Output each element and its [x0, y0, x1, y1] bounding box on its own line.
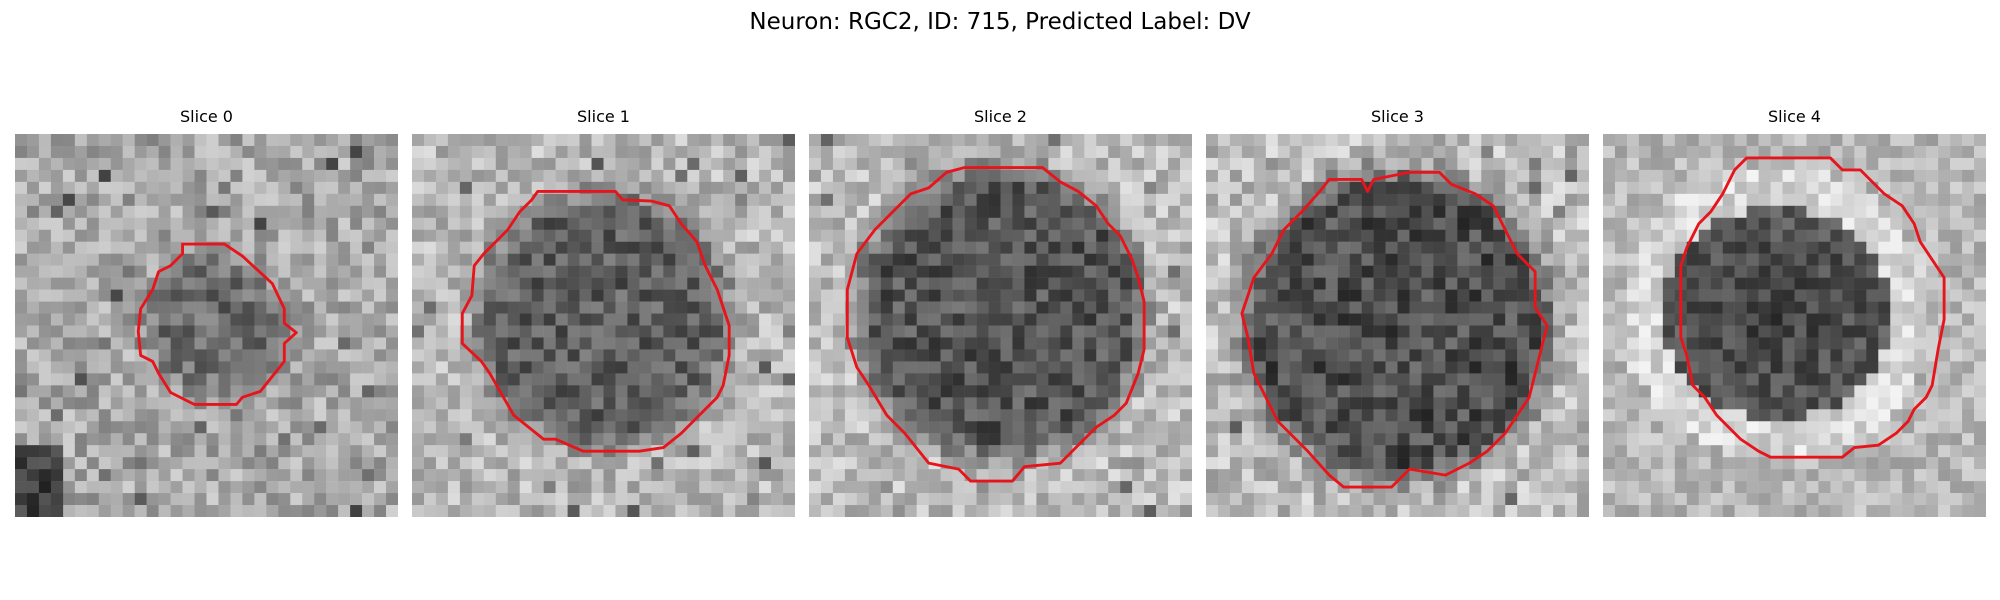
- slice-title-1: Slice 1: [577, 107, 630, 126]
- pixel-grid: [412, 134, 795, 517]
- slice-panel-0: Slice 0: [15, 107, 398, 517]
- segmentation-contour: [1679, 156, 1946, 459]
- segmentation-contour: [136, 242, 298, 406]
- pixel-grid: [1603, 134, 1986, 517]
- segmentation-contour: [845, 166, 1146, 483]
- slice-title-3: Slice 3: [1371, 107, 1424, 126]
- slice-image-1: [412, 134, 795, 517]
- figure-title: Neuron: RGC2, ID: 715, Predicted Label: …: [749, 9, 1251, 35]
- slice-title-2: Slice 2: [974, 107, 1027, 126]
- segmentation-contour: [460, 190, 731, 453]
- segmentation-contour: [1240, 170, 1549, 489]
- slice-image-0: [15, 134, 398, 517]
- pixel-grid: [1206, 134, 1589, 517]
- slice-panel-2: Slice 2: [809, 107, 1192, 517]
- slice-title-0: Slice 0: [180, 107, 233, 126]
- slice-image-4: [1603, 134, 1986, 517]
- slice-panel-3: Slice 3: [1206, 107, 1589, 517]
- slice-title-4: Slice 4: [1768, 107, 1821, 126]
- slice-image-3: [1206, 134, 1589, 517]
- slice-image-2: [809, 134, 1192, 517]
- pixel-grid: [809, 134, 1192, 517]
- slice-panel-4: Slice 4: [1603, 107, 1986, 517]
- pixel-grid: [15, 134, 398, 517]
- slice-panel-1: Slice 1: [412, 107, 795, 517]
